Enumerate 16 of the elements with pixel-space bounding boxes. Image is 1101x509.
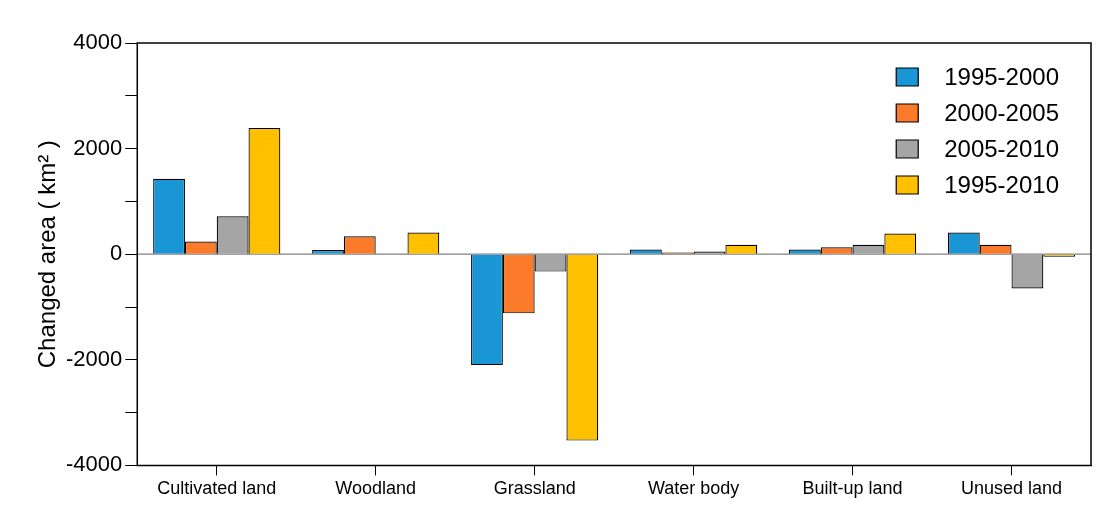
y-axis-title: Changed area ( km² ) [32, 140, 60, 369]
y-tick-label: -4000 [65, 451, 123, 477]
x-tick-label: Water body [647, 478, 740, 499]
legend-label: 1995-2010 [944, 170, 1060, 198]
y-tick-label: 0 [110, 240, 123, 266]
y-tick-label: 2000 [73, 134, 123, 160]
legend-label: 2005-2010 [944, 134, 1060, 162]
y-tick-label: -2000 [65, 345, 123, 371]
x-tick-label: Grassland [493, 478, 576, 499]
x-tick-label: Built-up land [802, 478, 903, 499]
y-tick-label: 4000 [73, 29, 123, 55]
legend-label: 1995-2000 [944, 62, 1060, 90]
x-tick-label: Cultivated land [157, 478, 277, 499]
legend-label: 2000-2005 [944, 98, 1060, 126]
x-tick-label: Unused land [960, 478, 1063, 499]
x-tick-label: Woodland [335, 478, 417, 499]
